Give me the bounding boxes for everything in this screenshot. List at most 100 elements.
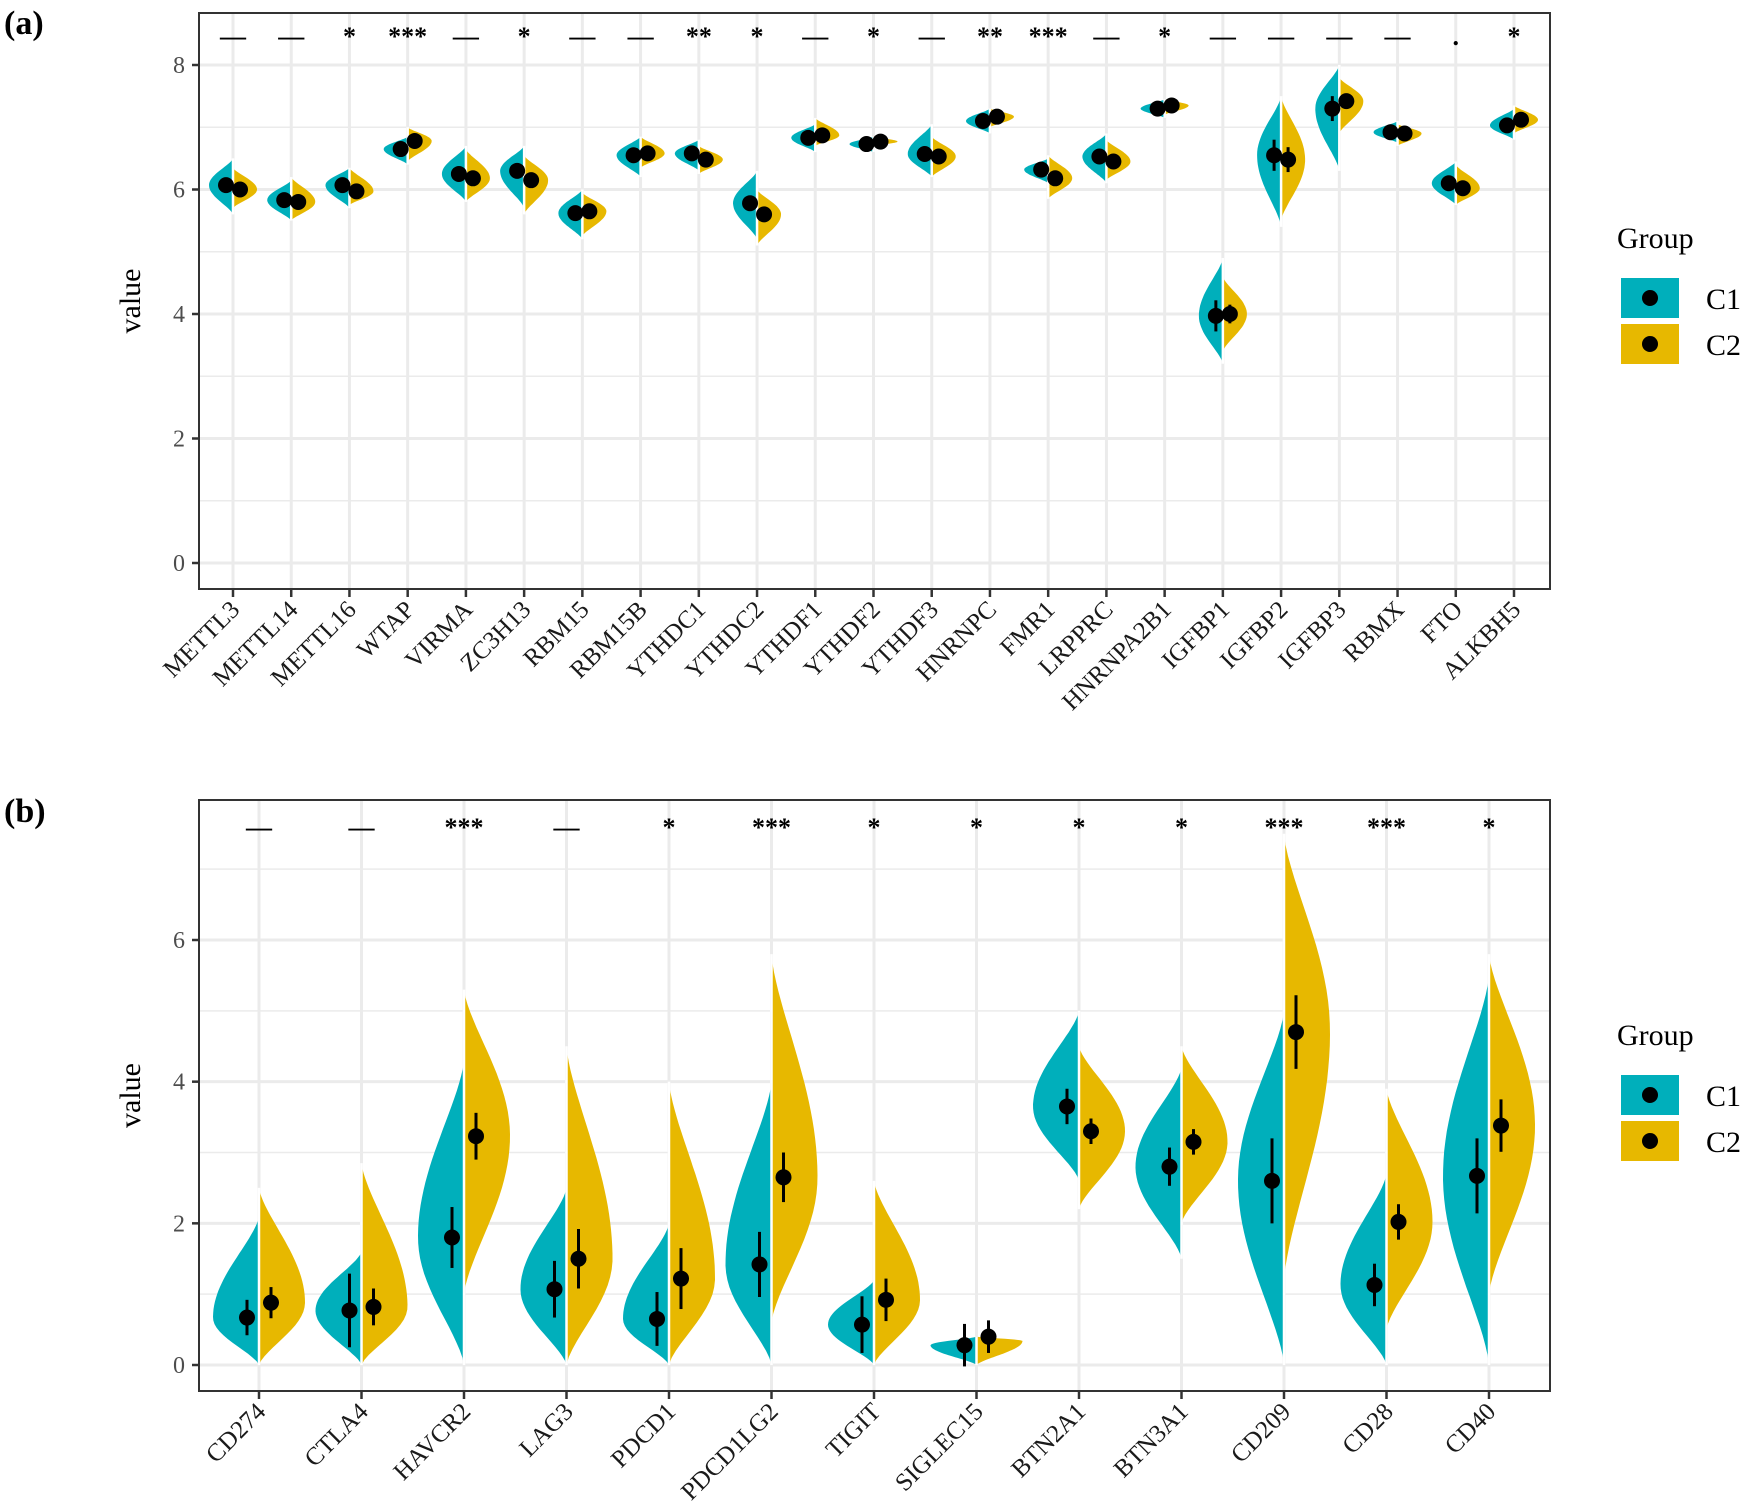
violin-TIGIT: * [828,813,920,1365]
significance-label: *** [388,22,427,51]
significance-label: * [1073,813,1086,842]
violin-half-C1 [1135,1067,1182,1259]
violin-CTLA4: — [315,813,408,1365]
median-point-C2 [1338,93,1355,110]
median-point-C1 [1366,1276,1383,1293]
y-tick-label: 0 [173,1353,185,1379]
violin-METTL14: — [267,22,316,221]
median-point-C2 [464,170,481,187]
median-point-C2 [570,1250,587,1267]
violin-BTN2A1: * [1033,813,1125,1210]
violin-half-C2 [771,954,818,1323]
x-tick-label: PDCD1 [606,1398,681,1473]
median-point-C1 [916,146,933,163]
median-point-C1 [1440,175,1457,192]
median-point-C1 [239,1309,255,1326]
median-point-C2 [348,183,365,200]
x-tick-label: LAG3 [514,1398,578,1462]
y-tick-label: 2 [173,1211,185,1237]
violin-half-C1 [1033,1010,1079,1181]
median-point-C1 [1207,307,1224,324]
violin-half-C1 [1340,1173,1387,1365]
violin-PDCD1: * [623,813,715,1365]
median-point-C1 [1059,1098,1075,1115]
y-tick-label: 8 [173,53,185,79]
legend-title: Group [1617,1019,1694,1052]
violin-BTN3A1: * [1135,813,1228,1259]
median-point-C1 [450,165,467,182]
median-point-C1 [1033,161,1050,178]
median-point-C1 [956,1337,973,1354]
median-point-C1 [509,162,526,179]
violin-half-C2 [259,1187,305,1365]
median-point-C2 [988,108,1005,125]
violin-PDCD1LG2: *** [725,813,818,1365]
median-point-C1 [1264,1172,1280,1189]
violin-IGFBP1: — [1198,22,1247,364]
violins: — — *** — * *** * * * * *** *** * [213,813,1535,1367]
significance-label: * [868,813,881,842]
x-tick-label: BTN2A1 [1006,1398,1091,1483]
significance-label: * [518,22,531,51]
median-point-C1 [1091,148,1108,165]
violin-half-C1 [418,1060,464,1365]
panel-label: (a) [4,5,44,42]
y-tick-label: 6 [173,928,185,954]
median-point-C2 [1163,97,1180,114]
violin-half-C2 [464,989,510,1295]
significance-label: — [219,22,247,51]
median-point-C1 [1266,147,1283,164]
violin-LAG3: — [520,813,613,1365]
x-tick-label: PDCD1LG2 [676,1398,783,1505]
median-point-C1 [1469,1167,1485,1184]
y-tick-label: 2 [173,427,185,453]
median-point-C2 [1493,1117,1509,1134]
median-point-C2 [1083,1123,1099,1140]
y-tick-label: 0 [173,551,185,577]
median-point-C1 [800,129,817,146]
median-point-C1 [334,177,351,194]
significance-label: * [1508,22,1521,51]
violin-YTHDF1: — [791,22,840,153]
legend-key-point [1642,290,1658,306]
violin-WTAP: *** [383,22,432,165]
median-point-C2 [1396,125,1413,142]
violin-HAVCR2: *** [418,813,510,1365]
median-point-C2 [406,132,423,149]
median-point-C1 [1324,100,1341,117]
significance-label: ** [977,22,1003,51]
median-point-C1 [1382,124,1399,141]
significance-label: *** [1265,813,1304,842]
x-tick-label: CD209 [1226,1398,1296,1468]
chart-panel-a: (a) — — * *** — * — — ** * — * — ** *** — * — — — —. *02468val… [4,5,1741,716]
x-tick-label: SIGLEC15 [890,1398,989,1497]
violin-CD274: — [213,813,305,1365]
violin-IGFBP3: — [1315,22,1364,171]
median-point-C1 [1499,117,1515,134]
legend-label-C1: C1 [1706,1080,1741,1113]
violin-METTL3: — [209,22,257,215]
violin-CD209: *** [1238,813,1330,1365]
median-point-C2 [1185,1133,1202,1150]
significance-label: *** [1029,22,1068,51]
significance-label: — [1325,22,1353,51]
significance-label: *** [752,813,791,842]
significance-label: *** [1367,813,1406,842]
significance-label: — [1384,22,1412,51]
median-point-C1 [683,145,700,162]
median-point-C2 [1221,306,1238,322]
violin-CD40: * [1443,813,1535,1365]
median-point-C2 [697,151,714,168]
violin-half-C1 [1443,975,1489,1365]
violin-half-C2 [1079,1046,1125,1210]
significance-label: * [1158,22,1171,51]
violin-HNRNPC: ** [966,22,1014,134]
median-point-C2 [1513,111,1529,128]
x-tick-label: CD28 [1337,1398,1398,1459]
significance-label: — [801,22,829,51]
median-point-C1 [1149,100,1166,117]
significance-label: ** [686,22,712,51]
median-point-C2 [673,1270,689,1287]
